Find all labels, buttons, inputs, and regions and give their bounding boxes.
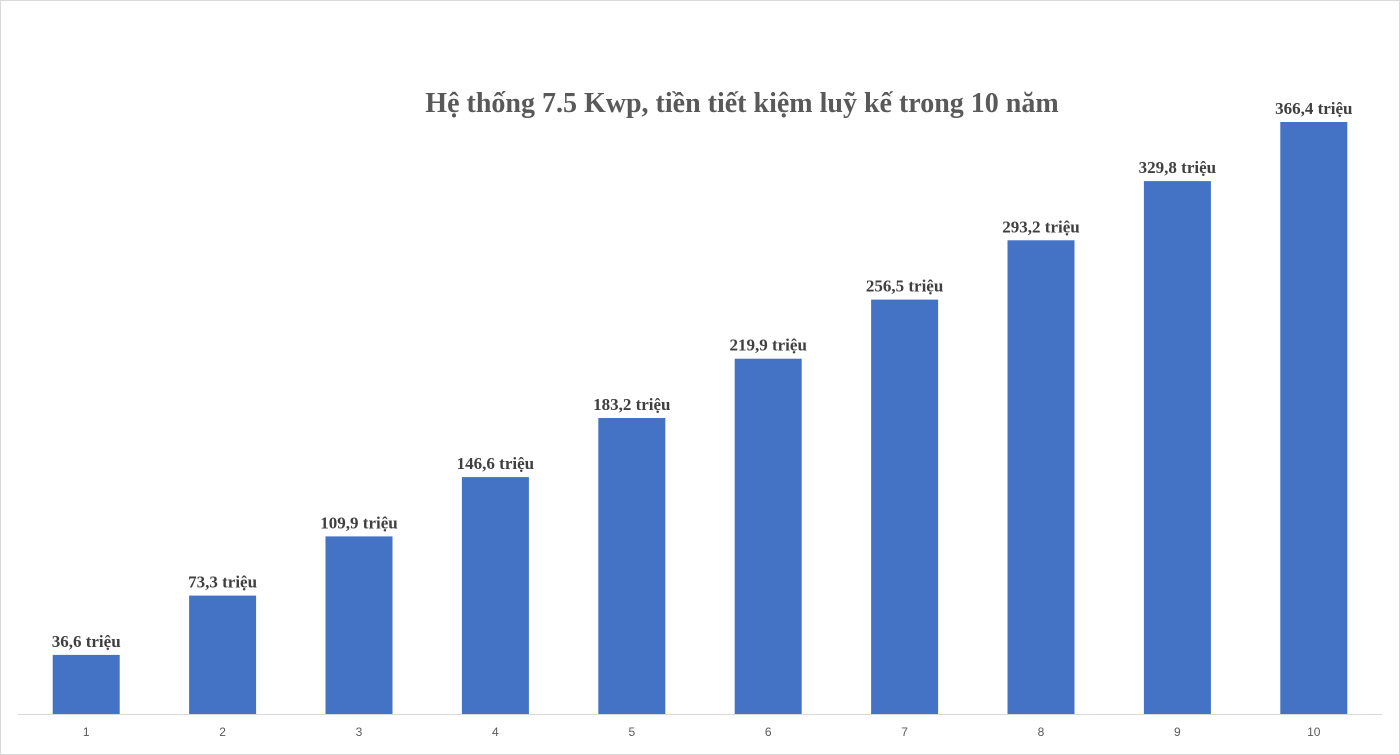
x-tick-label-3: 3 xyxy=(356,725,363,739)
data-label-9: 329,8 triệu xyxy=(1139,158,1216,177)
x-tick-label-7: 7 xyxy=(901,725,908,739)
x-tick-label-10: 10 xyxy=(1307,725,1321,739)
bar-1 xyxy=(52,654,120,714)
bar-7 xyxy=(871,299,939,714)
bar-6 xyxy=(734,358,802,714)
bar-3 xyxy=(325,536,393,714)
bar-5 xyxy=(598,418,666,714)
chart-title: Hệ thống 7.5 Kwp, tiền tiết kiệm luỹ kế … xyxy=(425,88,1059,119)
x-tick-label-8: 8 xyxy=(1038,725,1045,739)
data-label-3: 109,9 triệu xyxy=(320,513,397,532)
data-label-4: 146,6 triệu xyxy=(457,454,534,473)
x-tick-label-6: 6 xyxy=(765,725,772,739)
data-label-5: 183,2 triệu xyxy=(593,395,670,414)
bar-4 xyxy=(461,477,529,714)
bar-8 xyxy=(1007,240,1075,715)
data-label-1: 36,6 triệu xyxy=(52,632,121,651)
data-label-10: 366,4 triệu xyxy=(1275,99,1352,118)
bar-10 xyxy=(1280,122,1348,714)
bar-9 xyxy=(1143,181,1211,715)
data-label-7: 256,5 triệu xyxy=(866,277,943,296)
bar-2 xyxy=(189,595,257,714)
data-label-8: 293,2 triệu xyxy=(1002,217,1079,236)
x-tick-label-4: 4 xyxy=(492,725,499,739)
data-label-2: 73,3 triệu xyxy=(188,573,257,592)
x-tick-label-1: 1 xyxy=(83,725,90,739)
x-tick-label-2: 2 xyxy=(219,725,226,739)
x-tick-label-9: 9 xyxy=(1174,725,1181,739)
data-label-6: 219,9 triệu xyxy=(729,336,806,355)
x-tick-label-5: 5 xyxy=(628,725,635,739)
